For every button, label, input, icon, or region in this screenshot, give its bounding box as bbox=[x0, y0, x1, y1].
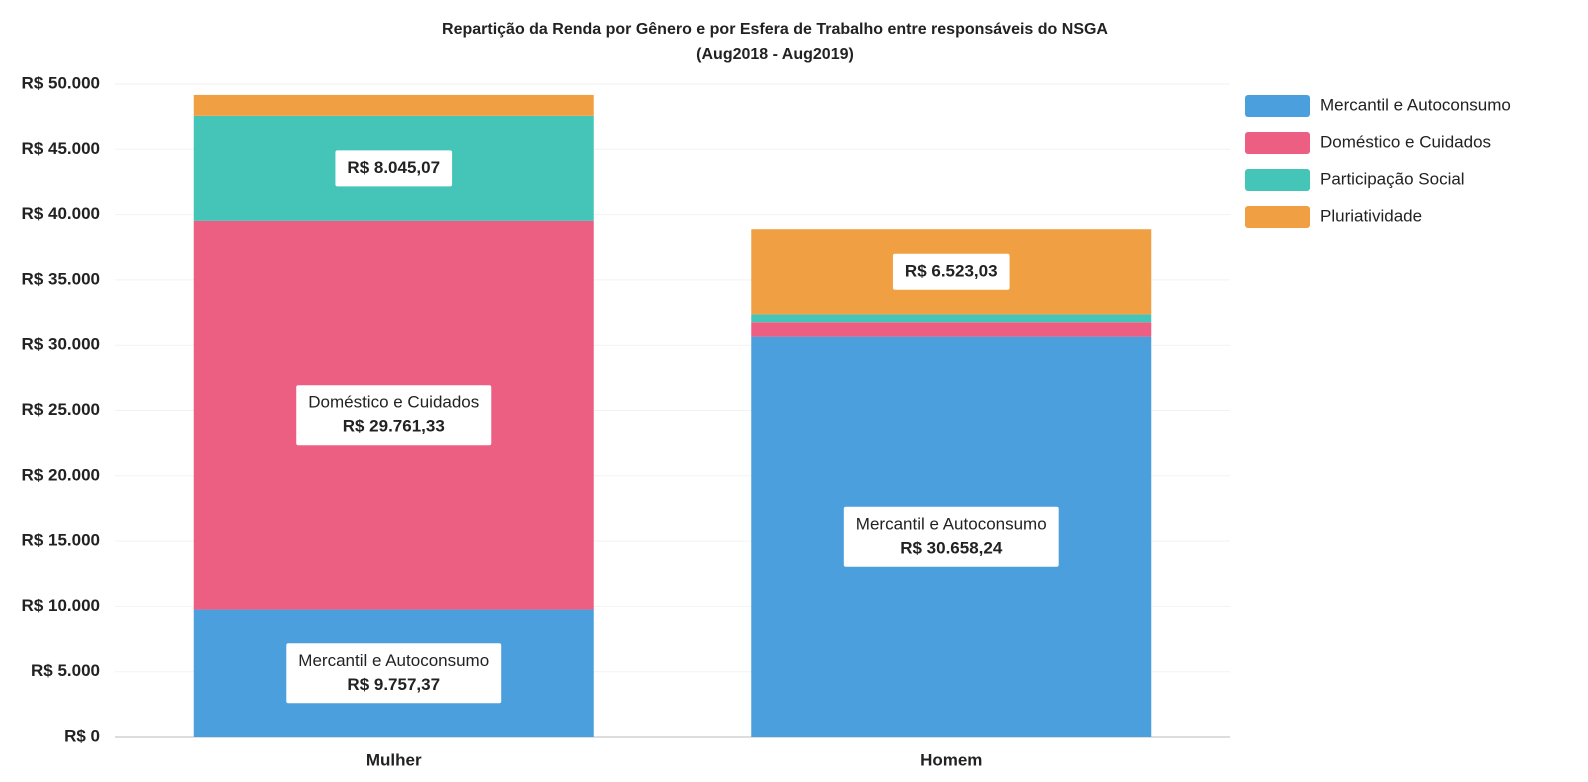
legend-swatch bbox=[1245, 169, 1310, 191]
data-label: R$ 30.658,24 bbox=[900, 538, 1003, 557]
data-label-box bbox=[892, 253, 1010, 290]
data-label-box bbox=[335, 150, 453, 187]
y-tick-label: R$ 45.000 bbox=[22, 139, 100, 158]
data-label: R$ 29.761,33 bbox=[343, 417, 445, 436]
data-label-box bbox=[296, 385, 492, 446]
data-label-name: Mercantil e Autoconsumo bbox=[298, 651, 489, 670]
chart-title: Repartição da Renda por Gênero e por Esf… bbox=[442, 21, 1108, 38]
bar-segment bbox=[193, 94, 594, 116]
legend-label: Mercantil e Autoconsumo bbox=[1320, 95, 1511, 114]
data-label-name: Mercantil e Autoconsumo bbox=[856, 514, 1047, 533]
legend-swatch bbox=[1245, 132, 1310, 154]
y-tick-label: R$ 30.000 bbox=[22, 335, 100, 354]
data-label-box bbox=[843, 506, 1059, 567]
chart-subtitle: (Aug2018 - Aug2019) bbox=[696, 46, 854, 63]
x-tick-label: Homem bbox=[920, 750, 982, 769]
y-tick-label: R$ 5.000 bbox=[31, 661, 100, 680]
bar-segment bbox=[751, 322, 1152, 337]
y-tick-label: R$ 20.000 bbox=[22, 465, 100, 484]
x-tick-label: Mulher bbox=[366, 750, 422, 769]
legend-label: Doméstico e Cuidados bbox=[1320, 132, 1491, 151]
legend-label: Pluriatividade bbox=[1320, 206, 1422, 225]
y-tick-label: R$ 50.000 bbox=[22, 73, 100, 92]
data-label: R$ 9.757,37 bbox=[347, 675, 440, 694]
y-tick-label: R$ 10.000 bbox=[22, 596, 100, 615]
data-label-box bbox=[286, 643, 502, 704]
y-tick-label: R$ 40.000 bbox=[22, 204, 100, 223]
legend-swatch bbox=[1245, 95, 1310, 117]
y-tick-label: R$ 35.000 bbox=[22, 269, 100, 288]
legend-swatch bbox=[1245, 206, 1310, 228]
y-tick-label: R$ 0 bbox=[64, 726, 100, 745]
bar-segment bbox=[751, 314, 1152, 323]
legend-label: Participação Social bbox=[1320, 169, 1465, 188]
y-tick-label: R$ 15.000 bbox=[22, 531, 100, 550]
data-label-name: Doméstico e Cuidados bbox=[308, 393, 479, 412]
data-label: R$ 8.045,07 bbox=[347, 158, 440, 177]
data-label: R$ 6.523,03 bbox=[905, 261, 998, 280]
y-tick-label: R$ 25.000 bbox=[22, 400, 100, 419]
